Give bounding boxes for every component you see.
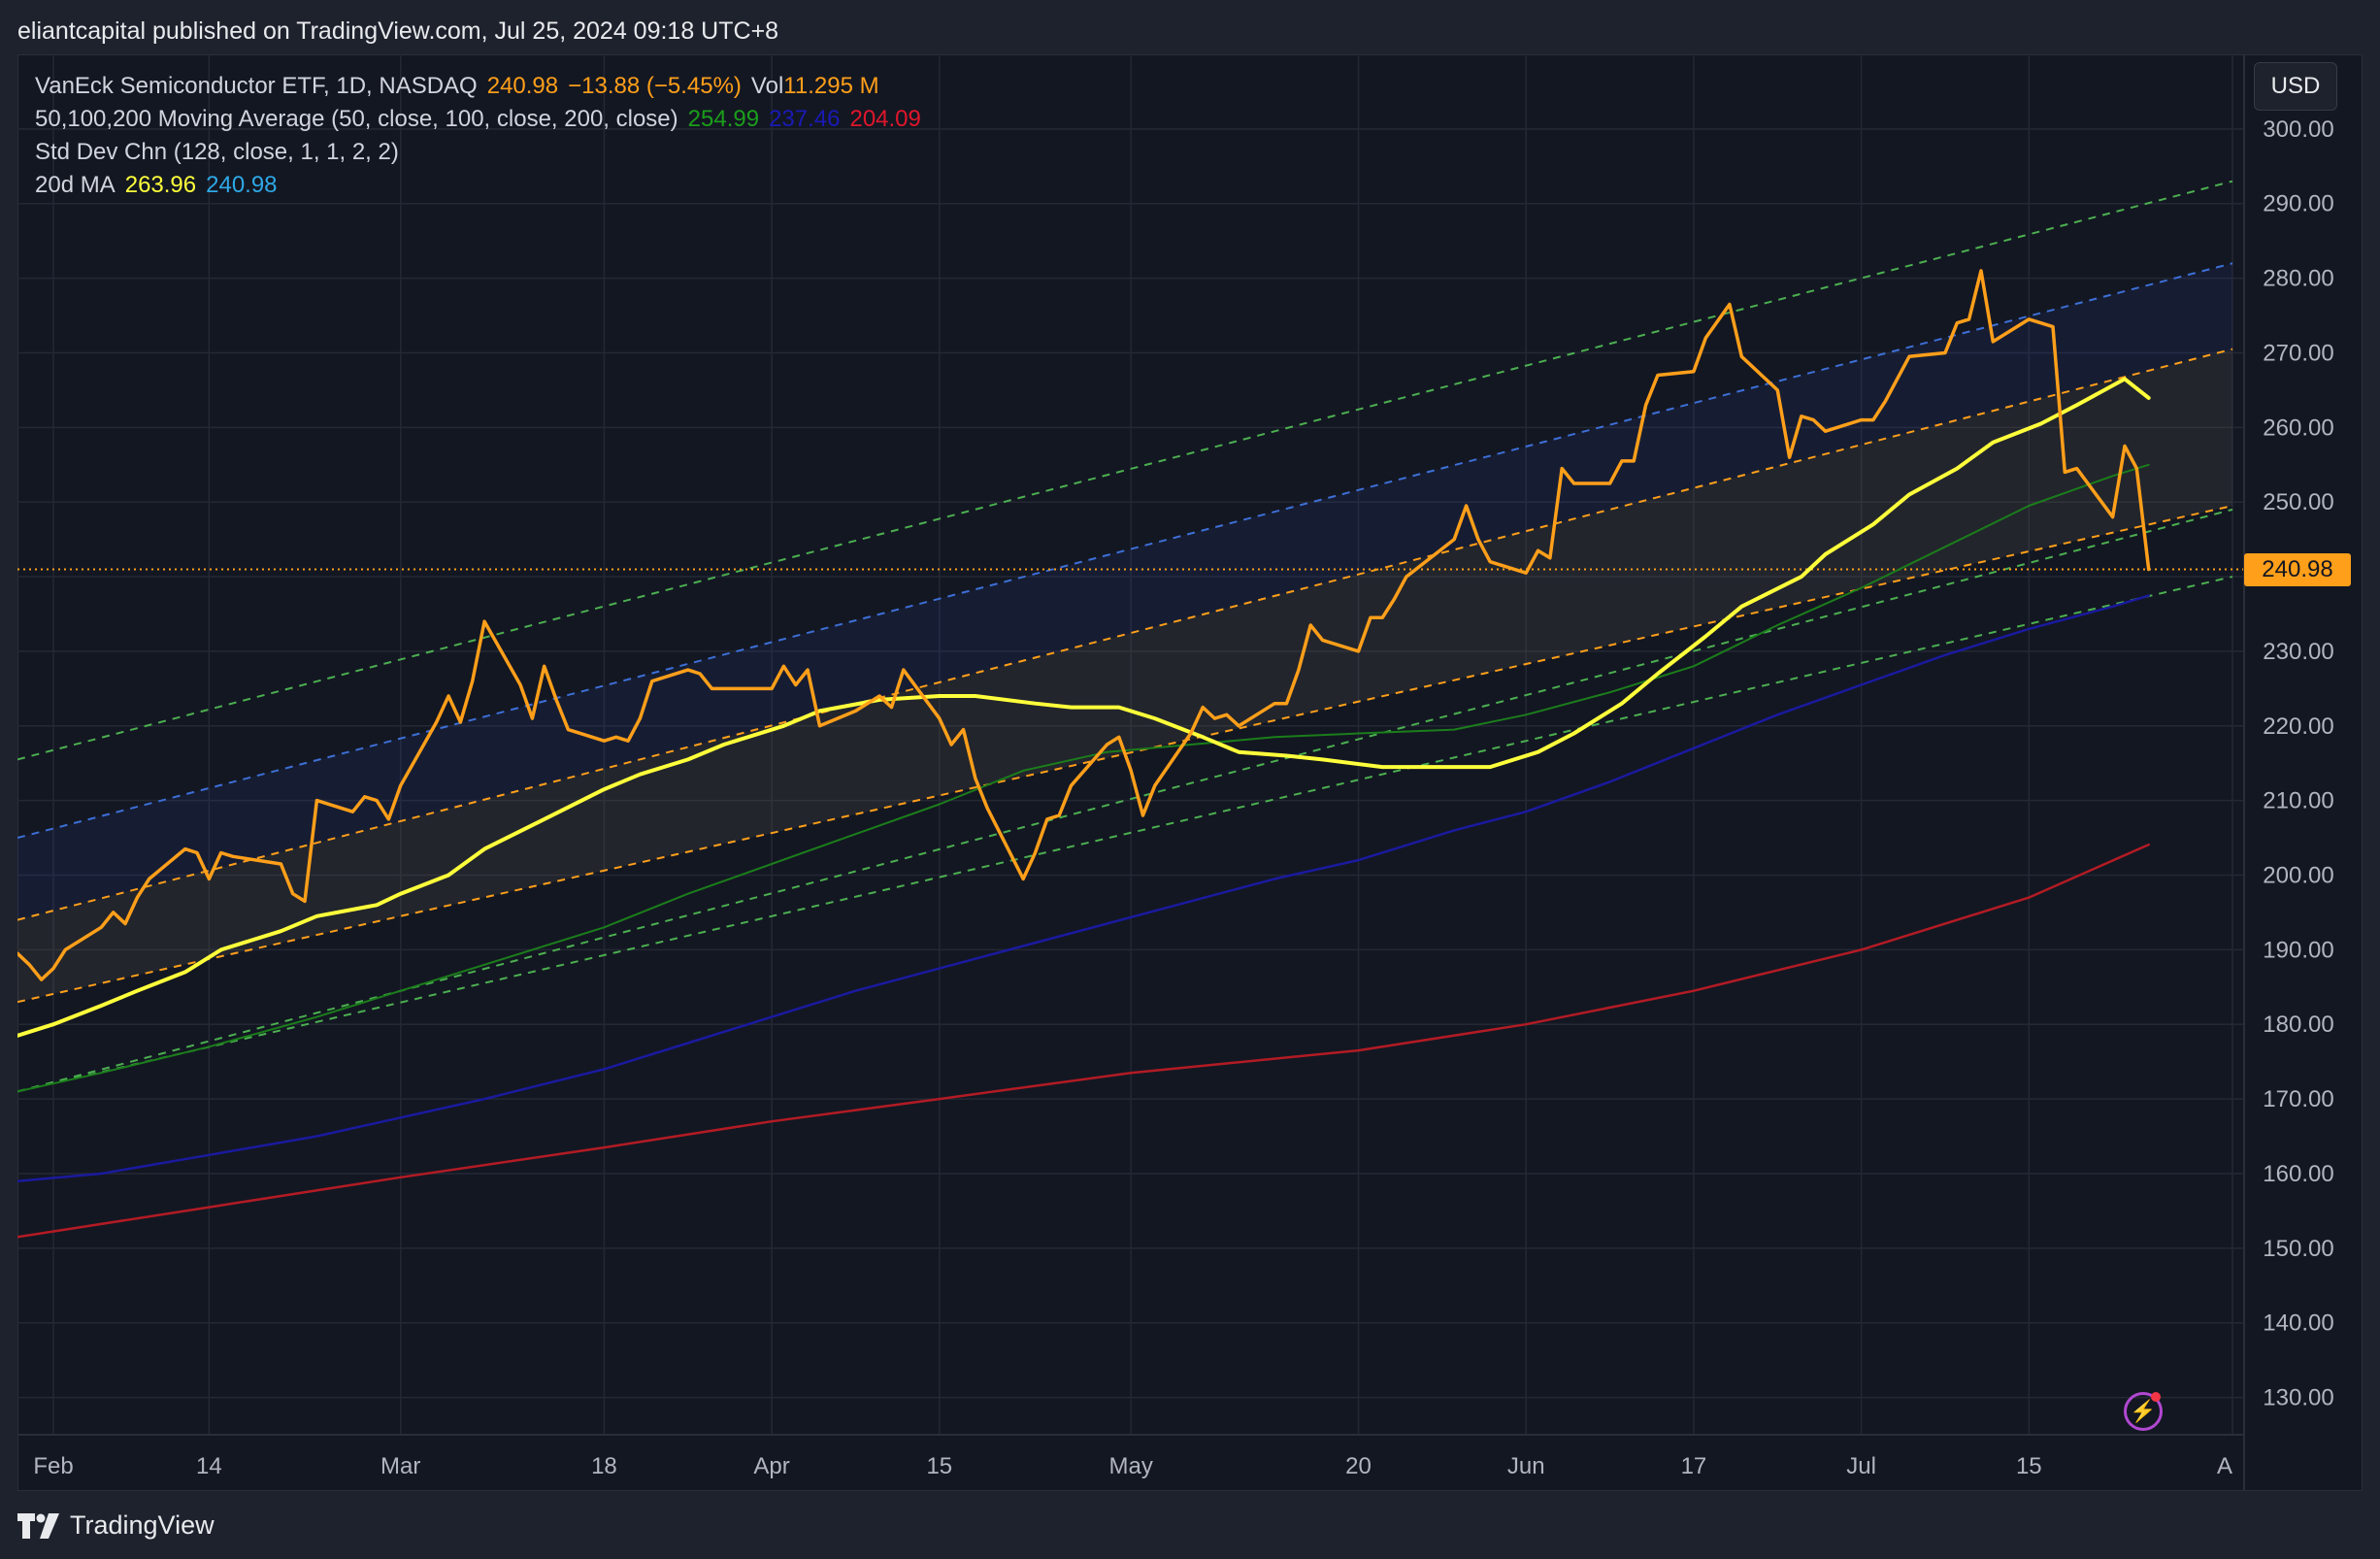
legend-change: −13.88 (−5.45%)	[568, 73, 742, 99]
legend-stddev-title: Std Dev Chn (128, close, 1, 1, 2, 2)	[35, 139, 399, 165]
channel-line-upper-1sd	[17, 348, 2233, 921]
top-bar: eliantcapital published on TradingView.c…	[0, 0, 2380, 60]
legend-row-stddev: Std Dev Chn (128, close, 1, 1, 2, 2)	[35, 136, 931, 169]
legend-ma200: 204.09	[849, 106, 921, 132]
x-tick-label: Mar	[380, 1453, 420, 1479]
footer: TradingView	[0, 1491, 2380, 1559]
legend-row-ma: 50,100,200 Moving Average (50, close, 10…	[35, 103, 931, 136]
legend-ma20-value2: 240.98	[206, 172, 278, 198]
legend-ma20-title: 20d MA	[35, 172, 116, 198]
publish-info: eliantcapital published on TradingView.c…	[17, 17, 779, 45]
legend-ma-title: 50,100,200 Moving Average (50, close, 10…	[35, 106, 678, 132]
grid	[17, 54, 2244, 1435]
tradingview-brand[interactable]: TradingView	[17, 1510, 215, 1541]
y-axis[interactable]: 130.00 140.00 150.00 160.00 170.00 180.00 190.…	[2243, 54, 2334, 1491]
y-tick-label: 230.00	[2263, 639, 2333, 665]
x-tick-label: 18	[591, 1453, 617, 1479]
y-tick-label: 130.00	[2263, 1385, 2333, 1411]
x-tick-label: Jun	[1507, 1453, 1545, 1479]
notification-dot	[2151, 1392, 2161, 1402]
legend-symbol: VanEck Semiconductor ETF, 1D, NASDAQ	[35, 73, 478, 99]
series	[17, 269, 2244, 1239]
last-price-tag: 240.98	[2244, 552, 2351, 586]
y-tick-label: 300.00	[2263, 116, 2333, 143]
y-tick-label: 160.00	[2263, 1161, 2333, 1187]
series-line-ma50	[17, 463, 2150, 1093]
y-tick-label: 250.00	[2263, 489, 2333, 515]
x-tick-label: Jul	[1846, 1453, 1876, 1479]
series-line-ma200	[17, 843, 2150, 1239]
channel-fill-upper	[17, 263, 2232, 920]
series-line-price	[17, 269, 2151, 981]
y-tick-label: 190.00	[2263, 937, 2333, 963]
channel-fill-center	[17, 348, 2232, 1003]
x-tick-label: 15	[926, 1453, 952, 1479]
legend-last: 240.98	[486, 73, 559, 99]
x-tick-label: Feb	[33, 1453, 73, 1479]
legend-vol-label: Vol	[750, 73, 784, 99]
y-tick-label: 270.00	[2263, 340, 2333, 366]
y-tick-label: 200.00	[2263, 863, 2333, 889]
legend-row-ma20: 20d MA 263.96 240.98	[35, 169, 931, 202]
channel-line-lower-2sd	[17, 576, 2233, 1093]
y-tick-label: 180.00	[2263, 1012, 2333, 1038]
x-tick-label: May	[1108, 1453, 1152, 1479]
y-tick-label: 170.00	[2263, 1086, 2333, 1112]
series-line-ma20	[17, 377, 2151, 1038]
y-tick-label: 260.00	[2263, 415, 2333, 441]
legend-row-symbol: VanEck Semiconductor ETF, 1D, NASDAQ 240.…	[35, 70, 931, 103]
x-tick-label: 15	[2016, 1453, 2042, 1479]
legend-vol-value: 11.295 M	[783, 73, 879, 99]
lightning-icon[interactable]: ⚡	[2124, 1392, 2163, 1431]
y-tick-label: 290.00	[2263, 191, 2333, 217]
channel-line-upper-2sd	[17, 262, 2233, 840]
x-tick-label: Apr	[753, 1453, 789, 1479]
tradingview-logo-icon	[17, 1512, 59, 1539]
x-axis[interactable]: Feb 14 Mar 18 Apr 15 May 20 Jun 17 Jul 15 A	[17, 1434, 2244, 1479]
std-dev-channel	[17, 180, 2233, 1093]
y-tick-label: 280.00	[2263, 266, 2333, 292]
brand-name: TradingView	[70, 1510, 215, 1540]
legend-ma50: 254.99	[687, 106, 760, 132]
y-tick-label: 140.00	[2263, 1310, 2333, 1337]
channel-line-outer-upper	[17, 180, 2233, 761]
y-tick-label: 150.00	[2263, 1236, 2333, 1262]
legend-ma100: 237.46	[769, 106, 841, 132]
x-tick-label: 14	[196, 1453, 222, 1479]
x-tick-label: 20	[1345, 1453, 1372, 1479]
series-line-ma100	[17, 594, 2150, 1182]
x-tick-label: A	[2217, 1453, 2232, 1479]
legend-ma20-value: 263.96	[124, 172, 197, 198]
legend: VanEck Semiconductor ETF, 1D, NASDAQ 240.…	[35, 70, 931, 202]
x-tick-label: 17	[1681, 1453, 1707, 1479]
y-tick-label: 220.00	[2263, 713, 2333, 740]
y-tick-label: 210.00	[2263, 788, 2333, 814]
currency-button[interactable]: USD	[2254, 62, 2337, 111]
